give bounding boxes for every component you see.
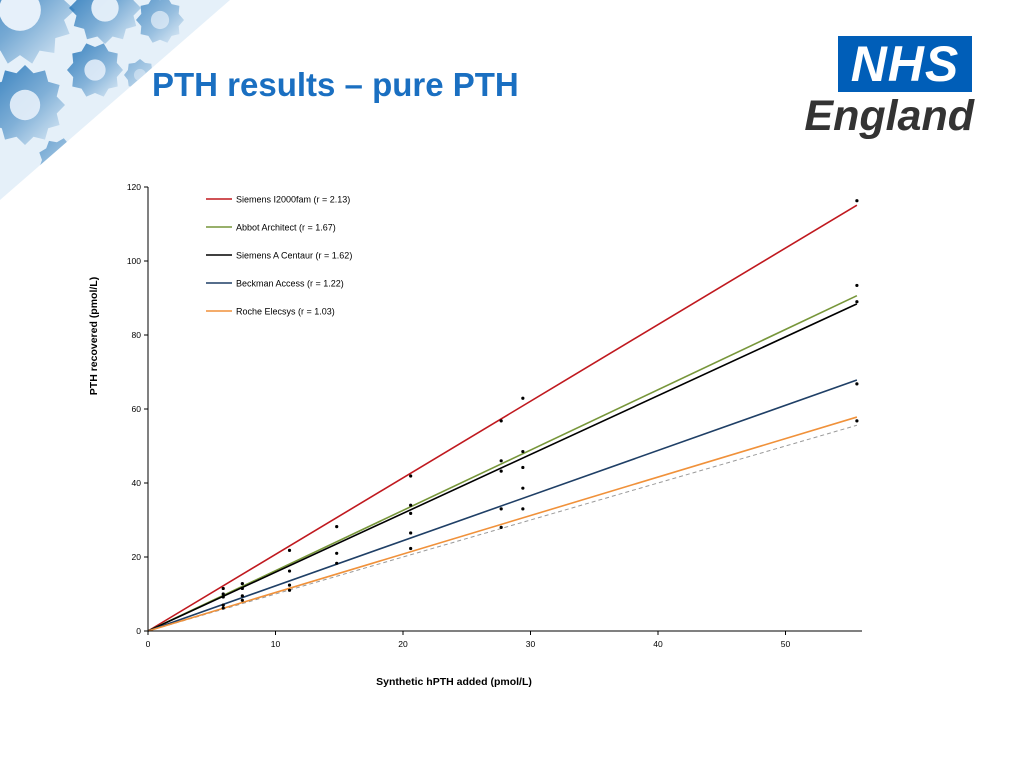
- legend-label: Roche Elecsys (r = 1.03): [236, 307, 335, 317]
- y-axis-title: PTH recovered (pmol/L): [88, 277, 100, 395]
- data-point: [499, 419, 503, 423]
- nhs-logo-region: England: [804, 92, 974, 140]
- data-point: [409, 511, 413, 515]
- y-tick-label: 60: [132, 404, 142, 414]
- data-point: [221, 603, 225, 607]
- legend-item-beckman-access: Beckman Access (r = 1.22): [206, 279, 344, 289]
- chart-legend: Siemens I2000fam (r = 2.13) Abbot Archite…: [206, 195, 352, 317]
- legend-label: Beckman Access (r = 1.22): [236, 279, 344, 289]
- y-tick-label: 20: [132, 552, 142, 562]
- y-tick-label: 120: [127, 182, 141, 192]
- data-point: [287, 588, 292, 592]
- x-tick-label: 20: [398, 639, 408, 649]
- series-line-roche-elecsys: [147, 416, 858, 632]
- data-point: [855, 419, 859, 423]
- x-tick-label: 0: [146, 639, 151, 649]
- data-point: [855, 382, 859, 386]
- data-point: [521, 449, 525, 454]
- data-point: [409, 531, 413, 535]
- data-point: [409, 546, 413, 551]
- x-axis-title: Synthetic hPTH added (pmol/L): [376, 676, 532, 688]
- legend-item-abbot-architect: Abbot Architect (r = 1.67): [206, 223, 336, 233]
- data-point: [499, 459, 503, 463]
- legend-label: Siemens I2000fam (r = 2.13): [236, 195, 350, 205]
- legend-label: Abbot Architect (r = 1.67): [236, 223, 336, 233]
- data-point: [855, 199, 859, 203]
- data-point: [287, 548, 292, 552]
- nhs-england-logo: NHS England: [802, 36, 974, 148]
- data-point: [335, 525, 339, 529]
- x-tick-label: 10: [271, 639, 281, 649]
- data-point: [335, 551, 339, 555]
- data-point: [335, 561, 339, 565]
- data-point: [521, 486, 525, 490]
- data-point: [409, 503, 413, 507]
- data-point: [287, 569, 292, 573]
- y-tick-label: 80: [132, 330, 142, 340]
- data-point: [221, 606, 225, 610]
- data-point: [409, 474, 413, 478]
- data-points-layer: [221, 199, 859, 610]
- legend-item-siemens-i2000fam: Siemens I2000fam (r = 2.13): [206, 195, 350, 205]
- slide-title: PTH results – pure PTH: [152, 66, 519, 103]
- regression-lines-layer: [147, 204, 858, 632]
- x-tick-label: 30: [526, 639, 536, 649]
- legend-label: Siemens A Centaur (r = 1.62): [236, 251, 352, 261]
- data-point: [221, 595, 225, 599]
- x-tick-label: 40: [653, 639, 663, 649]
- y-tick-label: 100: [127, 256, 141, 266]
- nhs-logo-mark: NHS: [838, 36, 972, 92]
- axes: 0 20 40 60 80 100 120 0 10 20 30 40 50: [127, 182, 862, 649]
- data-point: [521, 465, 525, 470]
- legend-item-roche-elecsys: Roche Elecsys (r = 1.03): [206, 307, 335, 317]
- legend-item-siemens-a-centaur: Siemens A Centaur (r = 1.62): [206, 251, 352, 261]
- data-point: [855, 283, 859, 288]
- data-point: [240, 586, 244, 591]
- data-point: [521, 507, 525, 511]
- data-point: [221, 592, 225, 596]
- data-point: [287, 583, 292, 587]
- data-point: [521, 396, 525, 400]
- data-point: [855, 300, 859, 304]
- series-line-beckman-access: [147, 379, 858, 632]
- data-point: [240, 598, 244, 602]
- series-line-siemens-i2000fam: [147, 204, 858, 632]
- y-tick-label: 0: [136, 626, 141, 636]
- data-point: [221, 586, 225, 591]
- y-tick-label: 40: [132, 478, 142, 488]
- data-point: [499, 525, 503, 530]
- data-point: [499, 469, 503, 473]
- x-tick-label: 50: [781, 639, 791, 649]
- data-point: [240, 594, 244, 598]
- gears-icon: [0, 0, 230, 200]
- series-line-siemens-a-centaur: [147, 303, 858, 632]
- series-line-abbot-architect: [147, 294, 858, 632]
- data-point: [499, 507, 503, 511]
- data-point: [240, 582, 244, 586]
